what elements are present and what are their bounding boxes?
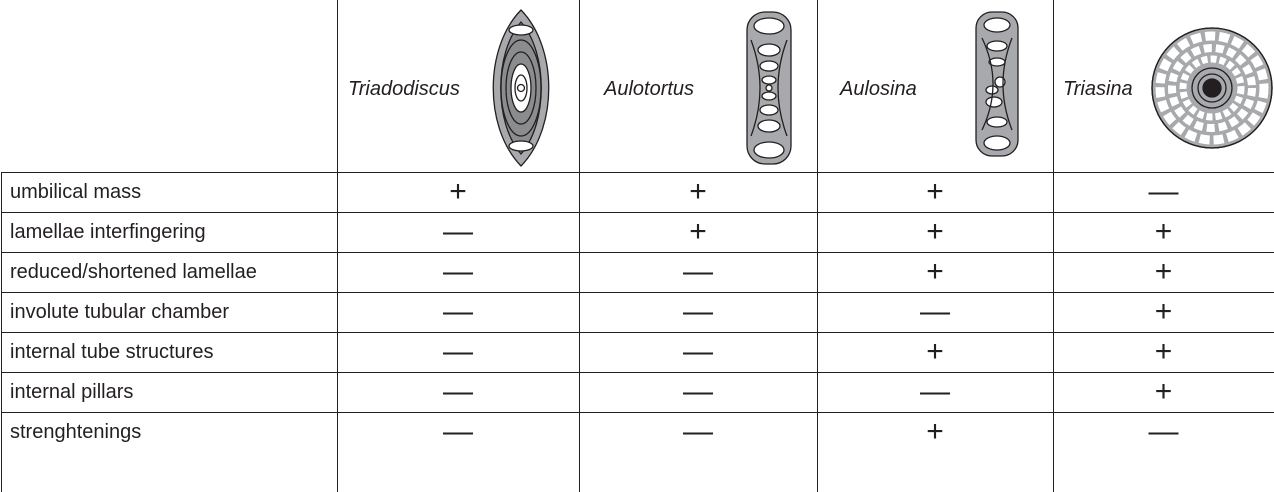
presence-mark: + — [1154, 255, 1173, 288]
row-border — [1, 172, 1274, 173]
presence-mark: + — [1154, 375, 1173, 408]
column-border — [1053, 0, 1054, 492]
row-label: strenghtenings — [10, 421, 142, 443]
column-border — [337, 0, 338, 492]
presence-mark: — — [443, 295, 473, 328]
row-label: reduced/shortened lamellae — [10, 261, 257, 283]
presence-mark: — — [683, 335, 713, 368]
presence-mark: — — [683, 375, 713, 408]
row-label: internal tube structures — [10, 341, 214, 363]
column-header: Triadodiscus — [348, 78, 460, 100]
row-label: internal pillars — [10, 381, 134, 403]
presence-mark: — — [683, 415, 713, 448]
row-border — [1, 412, 1274, 413]
presence-mark: + — [926, 255, 944, 288]
presence-mark: + — [689, 215, 707, 248]
presence-mark: — — [443, 255, 473, 288]
column-header: Triasina — [1063, 78, 1133, 100]
presence-mark: — — [443, 375, 473, 408]
presence-mark: — — [920, 375, 950, 408]
row-border — [1, 212, 1274, 213]
row-label: umbilical mass — [10, 181, 142, 203]
presence-mark: + — [449, 175, 467, 208]
row-label: involute tubular chamber — [10, 301, 230, 323]
presence-mark: — — [683, 255, 713, 288]
triadodiscus-drawing — [492, 9, 550, 167]
row-border — [1, 372, 1274, 373]
presence-mark: + — [926, 335, 944, 368]
row-border — [1, 252, 1274, 253]
presence-mark: + — [689, 175, 707, 208]
column-header: Aulotortus — [604, 78, 695, 100]
presence-mark: — — [1148, 175, 1179, 208]
column-border — [579, 0, 580, 492]
presence-mark: — — [443, 335, 473, 368]
column-border — [817, 0, 818, 492]
presence-mark: — — [443, 215, 473, 248]
aulosina-drawing — [975, 11, 1019, 157]
presence-mark: — — [920, 295, 950, 328]
presence-mark: — — [683, 295, 713, 328]
presence-mark: + — [1154, 295, 1173, 328]
presence-mark: + — [1154, 215, 1173, 248]
column-header: Aulosina — [840, 78, 917, 100]
row-border — [1, 332, 1274, 333]
presence-mark: + — [1154, 335, 1173, 368]
presence-mark: — — [443, 415, 473, 448]
row-label: lamellae interfingering — [10, 221, 206, 243]
presence-mark: + — [926, 415, 944, 448]
aulotortus-drawing — [746, 11, 792, 165]
presence-mark: — — [1148, 415, 1179, 448]
presence-mark: + — [926, 215, 944, 248]
triasina-drawing — [1151, 27, 1273, 149]
row-border — [1, 292, 1274, 293]
presence-mark: + — [926, 175, 944, 208]
